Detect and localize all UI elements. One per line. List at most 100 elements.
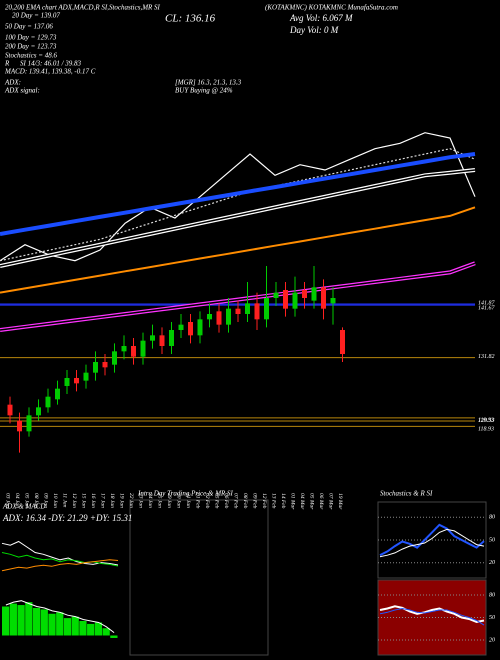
candle (292, 292, 298, 309)
date-label: 14 Feb (280, 493, 287, 509)
date-label: 09 Jan (43, 493, 49, 508)
stat: 100 Day = 129.73 (5, 34, 57, 42)
date-label: 08 Jan (33, 493, 39, 508)
level-label: 120.53 (478, 418, 495, 424)
macd-bar (71, 616, 79, 636)
date-label: 03 Jan (5, 493, 11, 508)
macd-bar (25, 602, 33, 636)
mgr: [MGR] 16.3, 21.3, 13.3 (175, 79, 242, 87)
candle (273, 292, 279, 298)
candle (207, 314, 212, 320)
level-label: 141.87 (478, 299, 496, 306)
candle (188, 322, 193, 336)
date-label: 05 Feb (214, 493, 220, 509)
candle (102, 362, 108, 368)
line (1, 559, 119, 572)
date-label: 01 Feb (195, 493, 201, 509)
intraday-panel (129, 499, 269, 656)
stat: ADX: (4, 79, 21, 87)
line (379, 523, 485, 557)
candle (36, 407, 41, 416)
candle (216, 311, 222, 325)
date-label: 12 Jan (71, 493, 77, 508)
macd-bar (56, 612, 64, 636)
macd-bar (40, 609, 48, 636)
date-label: 05 Mar (309, 493, 315, 510)
date-label: 04 Jan (14, 493, 21, 508)
date-label: 22 Jan (128, 493, 134, 508)
y-tick-label: 20 (489, 560, 495, 566)
level-label: 119.93 (478, 417, 494, 423)
candle (26, 415, 32, 432)
line (0, 262, 476, 331)
date-label: 23 Jan (138, 493, 144, 508)
date-label: 24 Jan (147, 493, 154, 508)
date-label: 05 Jan (24, 493, 30, 508)
candle (226, 308, 231, 325)
candle (169, 330, 174, 346)
candle (74, 378, 79, 384)
date-label: 07 Mar (328, 493, 334, 510)
y-tick-label: 80 (489, 592, 495, 598)
candle (45, 396, 51, 408)
candle (197, 319, 203, 336)
panel-subtitle: ADX: 16.34 -DY: 21.29 +DY: 15.31 (2, 513, 132, 523)
candle (340, 330, 345, 354)
macd-bar (87, 623, 95, 636)
macd-bar (94, 622, 103, 636)
date-label: 06 Mar (318, 493, 324, 510)
date-label: 08 Feb (242, 493, 248, 509)
panel-title: Intra Day Trading Price & MR SI (137, 490, 234, 498)
line (0, 169, 476, 267)
line (1, 552, 119, 567)
date-label: 09 Feb (252, 493, 258, 509)
stat: 20 Day = 139.07 (12, 12, 60, 20)
macd-bar (2, 606, 10, 636)
y-tick-label: 80 (489, 515, 495, 521)
stat: ADX signal: (4, 87, 40, 95)
candle (235, 308, 241, 314)
date-label: 12 Feb (261, 493, 267, 509)
stat: SI 14/3: 46.01 / 39.83 (20, 60, 82, 68)
line (379, 605, 485, 624)
level-label: 141.67 (478, 304, 496, 311)
line (5, 600, 115, 633)
date-label: 25 Jan (157, 493, 163, 508)
macd-bar (48, 613, 56, 636)
candle (83, 372, 89, 381)
macd-bar (17, 605, 25, 636)
date-label: 10 Jan (52, 493, 58, 508)
line (0, 152, 476, 236)
day-vol: Day Vol: 0 M (289, 25, 339, 35)
date-label: 17 Jan (100, 493, 106, 508)
close-price: CL: 136.16 (165, 13, 216, 25)
candle (93, 362, 98, 373)
y-tick-label: 20 (489, 637, 495, 643)
date-label: 06 Feb (223, 493, 229, 509)
panel-title: ADX & MACD (2, 503, 45, 511)
date-label: 07 Feb (233, 493, 239, 509)
date-label: 01 Mar (290, 493, 296, 510)
date-label: 11 Jan (62, 493, 68, 508)
candle (112, 351, 117, 365)
line (0, 132, 476, 262)
date-label: 31 Jan (185, 492, 191, 508)
candle (150, 335, 155, 341)
stat: 50 Day = 137.06 (5, 23, 53, 31)
level-label: 131.82 (478, 354, 495, 360)
candle (131, 346, 136, 357)
stat: Stochastics = 48.6 (5, 52, 57, 60)
macd-bar (102, 628, 110, 636)
panel-title: Stochastics & R SI (380, 490, 433, 498)
date-label: 19 Jan (119, 493, 125, 508)
header-text: 20,200 EMA chart ADX,MACD,R SI,Stochasti… (5, 4, 161, 12)
candle (264, 298, 269, 320)
symbol: (KOTAKMNC) KOTAKMNC MunafaSutra.com (265, 4, 398, 12)
date-label: 19 Mar (337, 493, 343, 510)
candle (140, 340, 146, 357)
date-label: 15 Jan (81, 493, 87, 508)
macd-bar (79, 621, 87, 636)
date-label: 18 Jan (109, 493, 115, 508)
signal: BUY Buying @ 24% (175, 87, 233, 95)
